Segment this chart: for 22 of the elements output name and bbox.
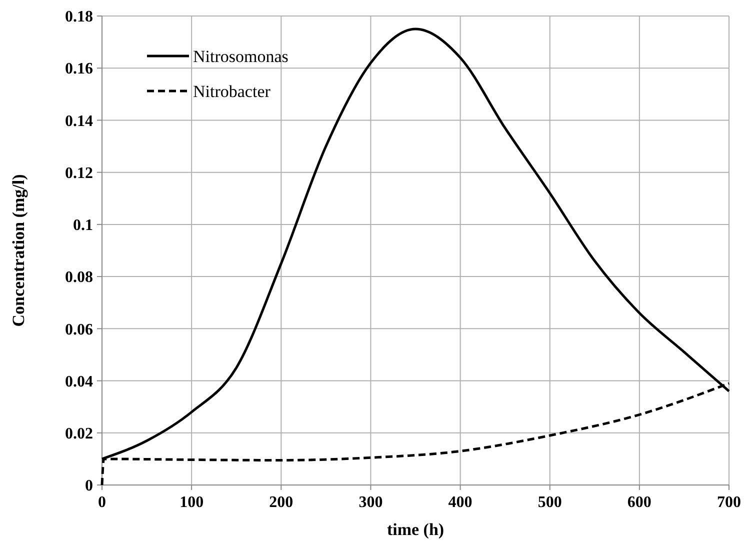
y-tick-label: 0.14 [65, 112, 93, 130]
y-tick-label: 0.06 [65, 321, 93, 338]
x-axis-title: time (h) [386, 520, 444, 539]
x-tick-label: 500 [538, 494, 562, 511]
x-tick-label: 300 [358, 494, 383, 511]
y-tick-label: 0.18 [65, 8, 93, 26]
y-axis-title: Concentration (mg/l) [9, 174, 28, 327]
y-tick-label: 0.04 [65, 373, 93, 390]
x-tick-label: 100 [180, 494, 204, 511]
x-tick-label: 0 [98, 494, 106, 511]
x-tick-label: 200 [269, 494, 294, 511]
x-tick-label: 700 [717, 494, 741, 511]
y-tick-label: 0.02 [65, 425, 93, 442]
y-tick-label: 0.16 [65, 60, 93, 78]
legend-label: Nitrobacter [193, 82, 271, 101]
y-tick-label: 0.1 [73, 217, 93, 234]
legend-label: Nitrosomonas [193, 46, 288, 66]
x-tick-label: 600 [627, 494, 652, 511]
x-tick-label: 400 [448, 494, 472, 511]
y-tick-label: 0.12 [65, 164, 93, 182]
y-tick-label: 0.08 [65, 269, 93, 286]
y-tick-label: 0 [85, 478, 93, 495]
